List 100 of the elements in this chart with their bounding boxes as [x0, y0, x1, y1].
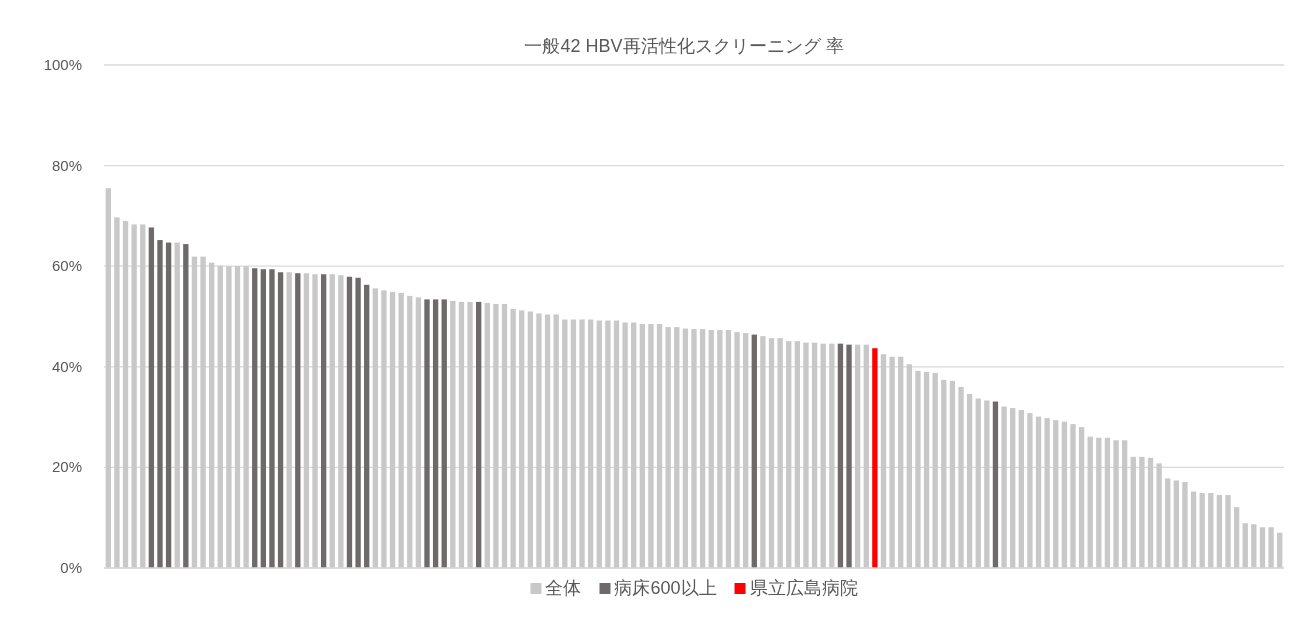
bar	[691, 329, 697, 568]
bar	[846, 344, 852, 568]
bar	[407, 295, 413, 568]
bar	[596, 320, 602, 568]
bar	[467, 301, 473, 568]
bar	[699, 329, 706, 568]
bar	[346, 276, 353, 568]
bar	[441, 299, 447, 568]
bar	[183, 244, 189, 568]
bar	[1104, 437, 1111, 568]
chart-title: 一般42 HBV再活性化スクリーニング 率	[524, 36, 844, 56]
bar	[226, 266, 232, 568]
bar	[708, 330, 714, 568]
bar	[415, 297, 422, 568]
legend-label: 病床600以上	[614, 578, 717, 598]
bar	[234, 266, 241, 568]
bar	[906, 364, 912, 568]
bar	[932, 372, 938, 568]
y-tick-label: 20%	[51, 458, 82, 476]
bar	[889, 356, 895, 568]
bar	[381, 290, 387, 568]
bar	[122, 220, 129, 568]
bar	[1113, 440, 1119, 568]
bar	[854, 344, 861, 568]
bar	[1182, 481, 1188, 568]
bar	[1165, 478, 1171, 568]
bar	[1225, 495, 1231, 568]
bar	[1121, 440, 1128, 568]
bar	[743, 333, 749, 568]
bar	[217, 265, 223, 568]
bar	[295, 273, 301, 568]
bar	[493, 303, 499, 568]
bar	[286, 272, 292, 568]
bar	[958, 386, 964, 568]
bar	[1035, 416, 1042, 568]
bar	[717, 330, 723, 568]
bar	[1216, 495, 1223, 568]
bar	[355, 277, 361, 568]
bar	[923, 371, 930, 568]
bar	[760, 336, 766, 568]
bar	[510, 308, 516, 568]
bar	[1199, 493, 1205, 568]
bar	[613, 320, 620, 568]
bar	[1087, 436, 1093, 568]
bar	[1130, 456, 1136, 568]
bar	[984, 400, 990, 568]
y-tick-label: 60%	[51, 257, 82, 275]
bar	[1010, 408, 1016, 568]
bar	[105, 188, 111, 568]
bar	[269, 269, 275, 568]
bar	[1147, 457, 1154, 568]
bar	[898, 356, 904, 568]
bar	[631, 322, 637, 568]
bar	[1190, 491, 1197, 568]
bar	[277, 272, 284, 568]
bar	[682, 328, 689, 568]
bar	[501, 303, 508, 568]
bar	[372, 288, 378, 568]
bar	[786, 341, 792, 568]
bar	[484, 302, 490, 568]
bar	[829, 343, 835, 568]
bar	[148, 227, 155, 568]
bar	[665, 327, 671, 568]
bar	[587, 319, 594, 568]
bar	[1173, 480, 1180, 568]
bar	[751, 334, 757, 568]
bar	[1053, 420, 1059, 568]
bar	[1233, 507, 1240, 568]
bar	[674, 327, 680, 568]
bar	[260, 269, 267, 568]
bar	[1001, 406, 1007, 568]
bar	[191, 256, 198, 568]
bar	[140, 224, 146, 568]
bar	[1078, 427, 1085, 568]
bar	[794, 341, 801, 568]
bar	[544, 314, 551, 568]
bar	[1268, 527, 1274, 568]
bar	[252, 268, 258, 568]
bar	[880, 354, 887, 568]
bar	[1277, 532, 1283, 568]
bar	[777, 338, 783, 568]
bar	[208, 262, 215, 568]
bar	[1096, 437, 1102, 568]
bar	[768, 338, 775, 568]
bar	[1061, 421, 1068, 568]
bar	[605, 320, 611, 568]
bar	[553, 314, 559, 568]
bar	[1208, 493, 1214, 568]
bar	[165, 242, 172, 568]
bar	[872, 348, 878, 568]
bar	[639, 324, 645, 568]
bar	[570, 319, 577, 568]
bar	[949, 380, 956, 568]
bar	[1156, 463, 1162, 568]
bar	[320, 274, 327, 568]
legend-label: 全体	[545, 578, 582, 598]
bar	[992, 401, 999, 568]
bar	[527, 311, 534, 568]
bar	[519, 310, 525, 568]
bar	[424, 299, 430, 568]
